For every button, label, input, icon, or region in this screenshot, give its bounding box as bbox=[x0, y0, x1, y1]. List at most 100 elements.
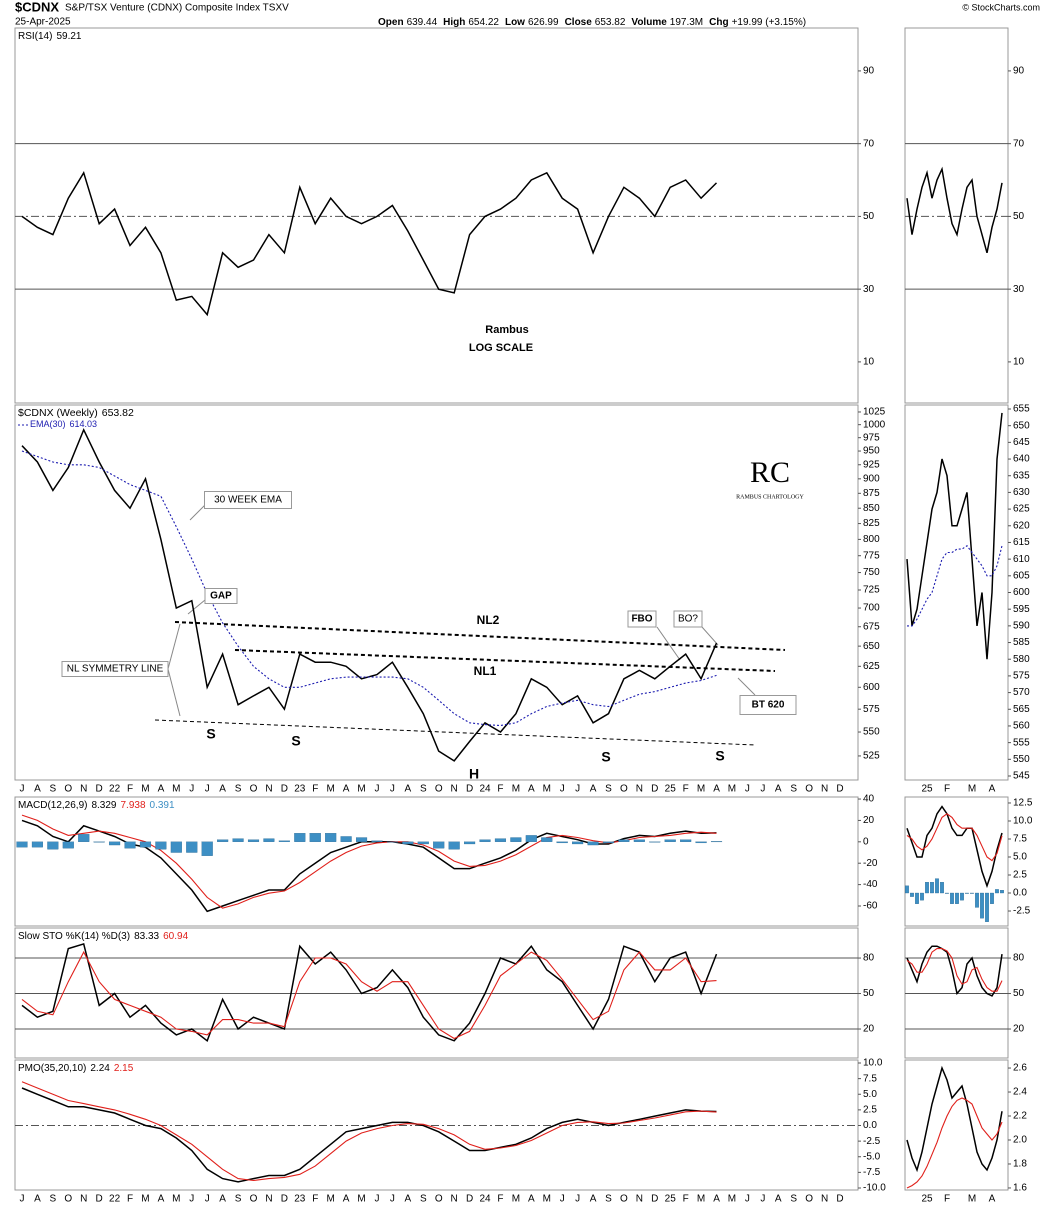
x-tick-label: J bbox=[390, 784, 395, 795]
histogram-bar bbox=[664, 839, 676, 842]
x-tick-label: 24 bbox=[479, 1194, 491, 1205]
x-tick-label: O bbox=[620, 784, 628, 795]
y-tick-label: 615 bbox=[1013, 537, 1030, 548]
x-tick-label: A bbox=[405, 1194, 412, 1205]
y-tick-label: 7.5 bbox=[1013, 834, 1027, 845]
y-tick-label: 2.5 bbox=[863, 1105, 877, 1116]
series-line bbox=[906, 1097, 1003, 1189]
series-line bbox=[21, 1087, 717, 1183]
x-tick-label: F bbox=[944, 784, 950, 795]
y-tick-label: 10.0 bbox=[863, 1058, 883, 1069]
x-tick-label: D bbox=[651, 784, 658, 795]
panel-frame bbox=[14, 404, 859, 781]
histogram-bar bbox=[920, 892, 924, 901]
stat-value: 197.3M bbox=[670, 17, 703, 28]
x-tick-label: J bbox=[760, 1194, 765, 1205]
x-tick-label: J bbox=[189, 784, 194, 795]
legend: RSI(14) 59.21 bbox=[18, 31, 82, 42]
histogram-bar bbox=[232, 838, 244, 842]
x-tick-label: D bbox=[96, 784, 103, 795]
x-tick-label: A bbox=[34, 1194, 41, 1205]
y-tick-label: 1000 bbox=[863, 419, 886, 430]
histogram-bar bbox=[464, 841, 476, 845]
stat-value: 626.99 bbox=[528, 17, 559, 28]
histogram-bar bbox=[695, 841, 707, 844]
panel-frame bbox=[904, 927, 1009, 1059]
y-tick-label: 655 bbox=[1013, 404, 1030, 415]
x-tick-label: J bbox=[390, 1194, 395, 1205]
y-tick-label: 650 bbox=[1013, 420, 1030, 431]
y-tick-label: 585 bbox=[1013, 637, 1030, 648]
histogram-bar bbox=[940, 882, 944, 894]
y-tick-label: 70 bbox=[863, 138, 875, 149]
histogram-bar bbox=[139, 841, 152, 848]
histogram-bar bbox=[618, 839, 630, 842]
annotation-box bbox=[204, 588, 238, 604]
x-tick-label: D bbox=[466, 784, 473, 795]
histogram-bar bbox=[510, 837, 522, 842]
x-tick-label: 23 bbox=[294, 784, 306, 795]
histogram-bar bbox=[371, 840, 383, 842]
histogram-bar bbox=[602, 841, 615, 844]
x-tick-label: J bbox=[560, 1194, 565, 1205]
histogram-bar bbox=[247, 839, 260, 842]
histogram-bar bbox=[340, 836, 352, 842]
x-tick-label: M bbox=[512, 784, 520, 795]
x-tick-label: A bbox=[775, 784, 782, 795]
series-line bbox=[906, 945, 1003, 997]
x-tick-label: D bbox=[836, 784, 843, 795]
y-tick-label: 5.0 bbox=[1013, 852, 1027, 863]
series-line bbox=[906, 1065, 1003, 1173]
histogram-bar bbox=[433, 841, 445, 849]
y-tick-label: 90 bbox=[1013, 66, 1025, 77]
y-tick-label: 70 bbox=[1013, 138, 1025, 149]
x-tick-label: S bbox=[50, 1194, 57, 1205]
stat-label: Low bbox=[505, 17, 525, 28]
y-tick-label: 595 bbox=[1013, 604, 1030, 615]
y-tick-label: 570 bbox=[1013, 687, 1030, 698]
histogram-bar bbox=[402, 841, 414, 845]
y-tick-label: 80 bbox=[863, 953, 875, 964]
y-tick-label: -60 bbox=[863, 901, 878, 912]
series-line bbox=[21, 942, 718, 1043]
y-tick-label: 600 bbox=[863, 682, 880, 693]
histogram-bar bbox=[572, 841, 584, 845]
symbol: $CDNX bbox=[15, 0, 59, 14]
histogram-bar bbox=[945, 892, 949, 894]
x-tick-label: O bbox=[64, 784, 72, 795]
annotation: BO? bbox=[678, 614, 698, 625]
x-tick-label: A bbox=[713, 1194, 720, 1205]
legend-name: $CDNX (Weekly) bbox=[18, 407, 98, 419]
x-tick-label: N bbox=[821, 784, 828, 795]
x-tick-label: N bbox=[451, 784, 458, 795]
y-tick-label: 700 bbox=[863, 603, 880, 614]
stat-value: 639.44 bbox=[407, 17, 438, 28]
x-tick-label: O bbox=[250, 1194, 258, 1205]
legend: EMA(30) 614.03 bbox=[30, 419, 97, 429]
y-tick-label: 1025 bbox=[863, 407, 886, 418]
x-tick-label: F bbox=[312, 1194, 318, 1205]
histogram-bar bbox=[479, 839, 491, 842]
x-tick-label: S bbox=[790, 1194, 797, 1205]
histogram-bar bbox=[93, 841, 105, 843]
y-tick-label: 750 bbox=[863, 567, 880, 578]
y-tick-label: 625 bbox=[863, 661, 880, 672]
x-tick-label: N bbox=[636, 784, 643, 795]
y-tick-label: 605 bbox=[1013, 570, 1030, 581]
y-tick-label: 20 bbox=[863, 1024, 875, 1035]
y-tick-label: 975 bbox=[863, 432, 880, 443]
y-tick-label: 10 bbox=[1013, 357, 1025, 368]
histogram-bar bbox=[633, 839, 645, 842]
panel-frame bbox=[904, 27, 1009, 404]
y-tick-label: 50 bbox=[863, 988, 875, 999]
histogram-bar bbox=[417, 841, 429, 845]
annotation: S bbox=[715, 748, 724, 764]
annotation: NL SYMMETRY LINE bbox=[67, 664, 164, 675]
x-tick-label: M bbox=[357, 784, 365, 795]
series-line bbox=[906, 412, 1003, 660]
x-tick-label: J bbox=[560, 784, 565, 795]
x-tick-label: A bbox=[713, 784, 720, 795]
x-tick-label: O bbox=[64, 1194, 72, 1205]
x-tick-label: J bbox=[575, 1194, 580, 1205]
annotation: BT 620 bbox=[752, 700, 785, 711]
